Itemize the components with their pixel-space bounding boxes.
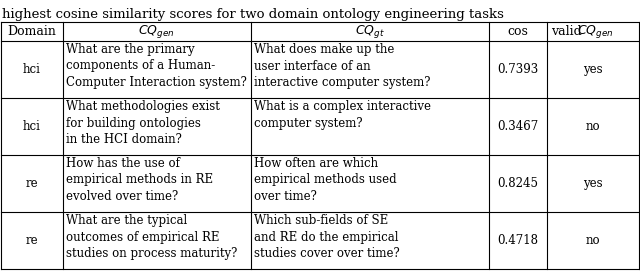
Text: How has the use of
empirical methods in RE
evolved over time?: How has the use of empirical methods in … <box>65 157 212 203</box>
Text: 0.4718: 0.4718 <box>498 234 539 247</box>
Text: re: re <box>26 234 38 247</box>
Text: highest cosine similarity scores for two domain ontology engineering tasks: highest cosine similarity scores for two… <box>2 8 504 21</box>
Text: $CQ_{gt}$: $CQ_{gt}$ <box>355 23 385 40</box>
Text: $CQ_{gen}$: $CQ_{gen}$ <box>138 23 175 40</box>
Text: no: no <box>586 120 600 133</box>
Text: What are the typical
outcomes of empirical RE
studies on process maturity?: What are the typical outcomes of empiric… <box>65 214 237 260</box>
Text: hci: hci <box>23 63 41 76</box>
Text: $CQ_{gen}$: $CQ_{gen}$ <box>577 23 614 40</box>
Text: yes: yes <box>583 177 603 190</box>
Text: cos: cos <box>508 25 529 38</box>
Text: What does make up the
user interface of an
interactive computer system?: What does make up the user interface of … <box>253 43 430 89</box>
Text: no: no <box>586 234 600 247</box>
Text: Which sub-fields of SE
and RE do the empirical
studies cover over time?: Which sub-fields of SE and RE do the emp… <box>253 214 399 260</box>
Text: 0.3467: 0.3467 <box>497 120 539 133</box>
Text: valid: valid <box>551 25 586 38</box>
Text: What methodologies exist
for building ontologies
in the HCI domain?: What methodologies exist for building on… <box>65 100 220 146</box>
Text: re: re <box>26 177 38 190</box>
Text: What are the primary
components of a Human-
Computer Interaction system?: What are the primary components of a Hum… <box>65 43 246 89</box>
Text: yes: yes <box>583 63 603 76</box>
Text: What is a complex interactive
computer system?: What is a complex interactive computer s… <box>253 100 431 130</box>
Text: 0.7393: 0.7393 <box>497 63 539 76</box>
Text: hci: hci <box>23 120 41 133</box>
Text: Domain: Domain <box>7 25 56 38</box>
Text: How often are which
empirical methods used
over time?: How often are which empirical methods us… <box>253 157 396 203</box>
Text: 0.8245: 0.8245 <box>498 177 539 190</box>
